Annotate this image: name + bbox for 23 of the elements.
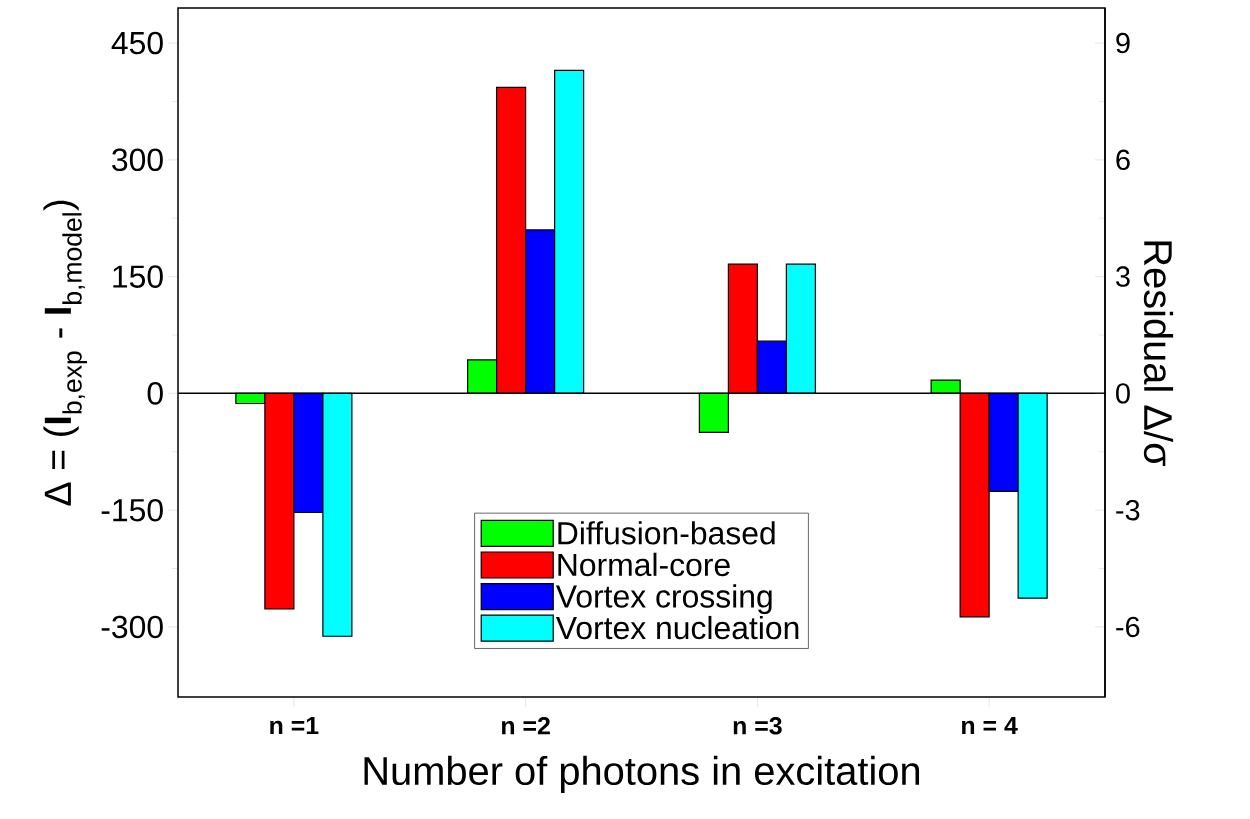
y2-tick-label: 6 xyxy=(1116,149,1130,171)
y2-axis-title: Residual Δ/σ xyxy=(1143,241,1174,467)
x-tick-label: n =3 xyxy=(733,716,782,735)
y-tick-label: 300 xyxy=(112,148,163,172)
legend-label: Diffusion-based xyxy=(558,521,775,545)
y2-tick-label: 0 xyxy=(1116,383,1130,404)
legend-label: Normal-core xyxy=(558,552,730,577)
y2-tick-label: -3 xyxy=(1116,499,1140,521)
y-tick-label: 0 xyxy=(147,382,163,405)
legend-label: Vortex nucleation xyxy=(555,615,799,640)
y2-tick-label: 9 xyxy=(1116,32,1130,54)
y-tick-label: 150 xyxy=(113,265,163,288)
y-axis-title: Δ = (I$_{b,exp}$ - I$_{b,model}$) xyxy=(43,200,88,506)
y2-tick-label: -6 xyxy=(1116,616,1140,638)
y-tick-label: -150 xyxy=(101,498,163,522)
x-tick-label: n =2 xyxy=(502,716,550,735)
x-axis-title: Number of photons in excitation xyxy=(364,755,920,793)
x-tick-label: n = 4 xyxy=(962,716,1018,735)
y-tick-label: -300 xyxy=(101,615,163,639)
legend-label: Vortex crossing xyxy=(555,584,772,615)
y2-tick-label: 3 xyxy=(1116,266,1130,287)
y-tick-label: 450 xyxy=(111,31,163,55)
x-tick-label: n =1 xyxy=(270,716,319,735)
